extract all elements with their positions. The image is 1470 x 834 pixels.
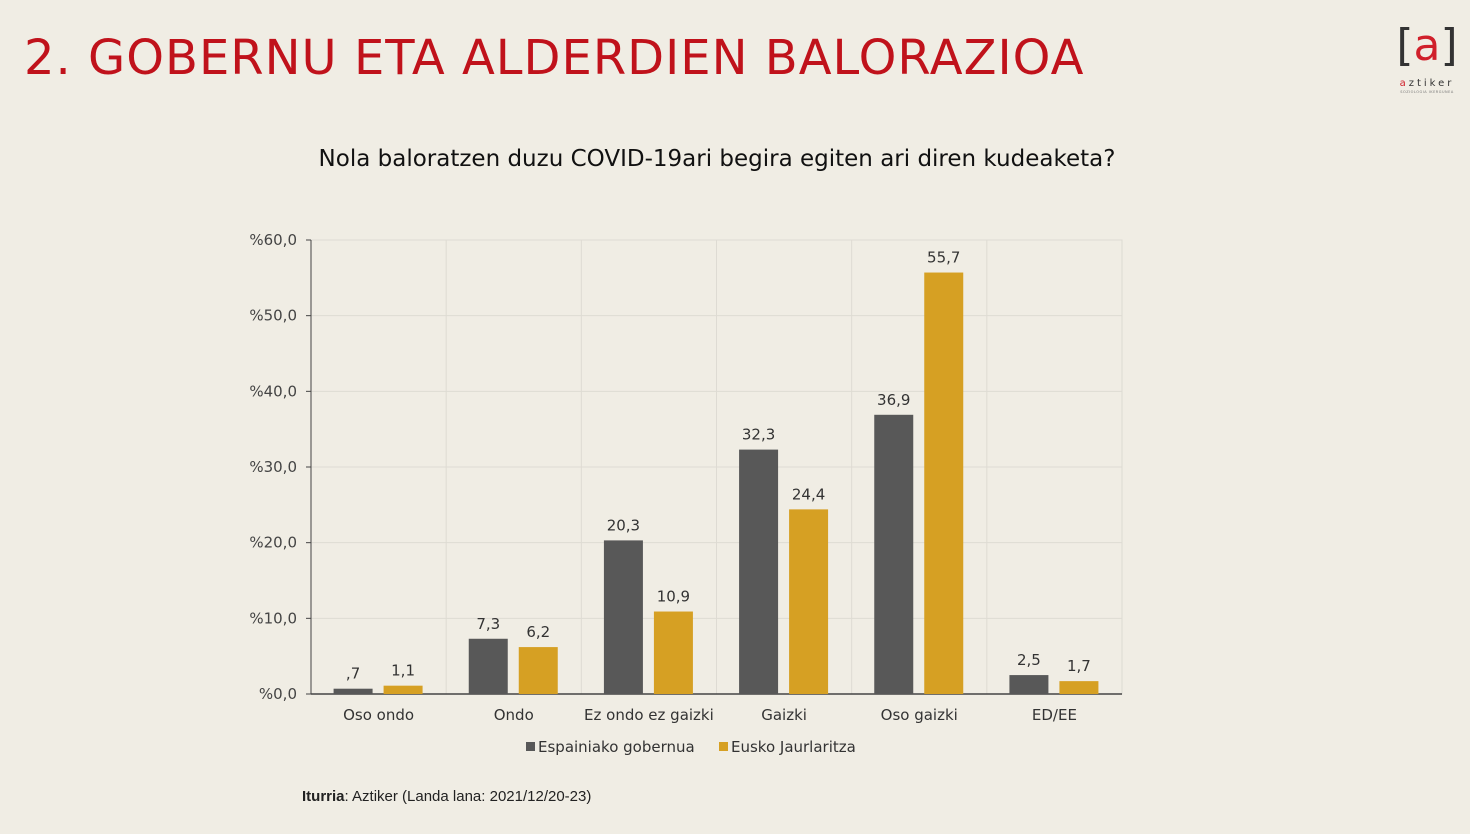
chart-title: Nola baloratzen duzu COVID-19ari begira …: [318, 146, 1116, 172]
data-label: 20,3: [607, 516, 640, 534]
legend-swatch: [719, 742, 728, 751]
data-label: 32,3: [742, 426, 775, 444]
bar-series1: [333, 688, 373, 694]
bar-series1: [874, 414, 914, 694]
aztiker-logo: [a] aztiker SOZIOLOGIA IKERGUNEA: [1396, 20, 1458, 102]
x-tick-label: ED/EE: [1032, 706, 1077, 724]
data-label: 10,9: [657, 588, 690, 606]
slide-title: 2. GOBERNU ETA ALDERDIEN BALORAZIOA: [24, 30, 1085, 86]
x-tick-label: Ondo: [494, 706, 534, 724]
logo-mark: [a]: [1396, 20, 1458, 71]
x-tick-label: Oso gaizki: [881, 706, 958, 724]
data-label: 24,4: [792, 485, 825, 503]
bar-series2: [1059, 681, 1099, 694]
bar-series2: [518, 647, 558, 694]
legend-label: Espainiako gobernua: [538, 738, 695, 756]
y-tick-label: %60,0: [249, 231, 297, 249]
data-label: 6,2: [526, 623, 550, 641]
data-label: 1,1: [391, 662, 415, 680]
data-label: 55,7: [927, 249, 960, 267]
x-tick-label: Ez ondo ez gaizki: [584, 706, 714, 724]
bar-series1: [468, 638, 508, 694]
bar-series2: [924, 272, 964, 694]
source-label: Iturria: [302, 788, 345, 805]
y-tick-label: %10,0: [249, 609, 297, 627]
legend-swatch: [526, 742, 535, 751]
bar-series1: [603, 540, 643, 694]
data-label: 1,7: [1067, 657, 1091, 675]
x-tick-label: Oso ondo: [343, 706, 414, 724]
bar-series2: [383, 685, 423, 694]
data-label: ,7: [346, 665, 360, 683]
logo-wordmark: aztiker: [1399, 78, 1455, 89]
y-tick-label: %0,0: [259, 685, 297, 703]
y-tick-label: %20,0: [249, 534, 297, 552]
y-tick-label: %40,0: [249, 382, 297, 400]
data-label: 36,9: [877, 391, 910, 409]
logo-tagline: SOZIOLOGIA IKERGUNEA: [1400, 90, 1454, 94]
bar-series1: [739, 449, 779, 694]
source-text: : Aztiker (Landa lana: 2021/12/20-23): [344, 788, 592, 805]
bar-series2: [653, 611, 693, 694]
source-note: Iturria: Aztiker (Landa lana: 2021/12/20…: [302, 788, 591, 805]
bar-series1: [1009, 675, 1049, 694]
legend-label: Eusko Jaurlaritza: [731, 738, 856, 756]
y-tick-label: %30,0: [249, 458, 297, 476]
bar-series2: [789, 509, 829, 694]
x-tick-label: Gaizki: [761, 706, 807, 724]
data-label: 7,3: [476, 615, 500, 633]
y-tick-label: %50,0: [249, 307, 297, 325]
data-label: 2,5: [1017, 651, 1041, 669]
